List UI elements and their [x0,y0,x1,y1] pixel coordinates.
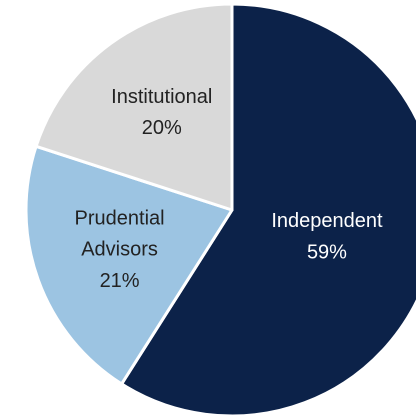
slice-label: Institutional [111,86,212,108]
label-line: Advisors [81,239,158,261]
value-label: 21% [100,270,140,292]
pie-slice [120,2,416,415]
pie-slice [24,144,234,386]
slice-label: Independent [271,210,383,232]
value-label: 20% [142,117,182,139]
value-label: 59% [307,241,347,263]
label-line: Prudential [75,208,165,230]
label-line: Institutional [111,86,212,108]
slice-label: Prudential Advisors [75,208,165,261]
label-line: Independent [271,210,383,232]
pie-slice [34,2,234,212]
